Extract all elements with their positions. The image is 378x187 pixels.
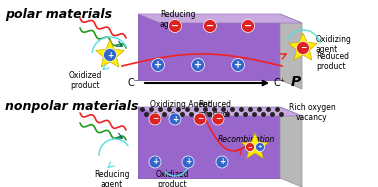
Text: −: − [152,114,158,123]
Text: Recombination: Recombination [218,135,276,144]
Text: −: − [248,145,252,149]
Text: +: + [172,114,178,123]
Text: +: + [258,145,262,149]
Circle shape [296,42,310,54]
Circle shape [152,59,164,71]
Text: +: + [185,157,191,166]
Text: +: + [234,60,242,70]
Text: −: − [215,114,221,123]
Circle shape [231,59,245,71]
Text: C⁻: C⁻ [127,78,139,88]
Polygon shape [280,107,302,187]
Text: C⁺: C⁺ [274,78,286,88]
Polygon shape [138,14,302,23]
Polygon shape [138,107,280,178]
Circle shape [242,19,254,33]
Polygon shape [138,107,302,116]
Circle shape [169,113,181,125]
Circle shape [216,156,228,168]
Polygon shape [96,40,124,67]
Text: Oxidized
product: Oxidized product [155,170,189,187]
Polygon shape [289,33,317,60]
Text: Reduced
product: Reduced product [316,52,349,71]
Text: Reducing
agent: Reducing agent [94,170,130,187]
Polygon shape [280,14,302,89]
Circle shape [149,156,161,168]
Circle shape [194,113,206,125]
Text: +: + [154,60,162,70]
Text: polar materials: polar materials [5,8,112,21]
Text: −: − [171,21,179,31]
Text: Reduced
product: Reduced product [198,100,231,119]
Text: nonpolar materials: nonpolar materials [5,100,138,113]
Text: Rich oxygen
vacancy: Rich oxygen vacancy [289,103,335,122]
Polygon shape [242,133,268,158]
Circle shape [212,113,224,125]
Text: −: − [244,21,252,31]
Text: Oxidizing
agent: Oxidizing agent [316,35,352,54]
Text: Reducing
agent: Reducing agent [160,10,195,29]
Text: −: − [197,114,203,123]
Text: −: − [206,21,214,31]
Text: Oxidized
product: Oxidized product [68,71,102,90]
Circle shape [203,19,217,33]
Text: Oxidizing Agent: Oxidizing Agent [150,100,211,109]
Text: +: + [107,50,113,59]
Text: +: + [194,60,202,70]
Polygon shape [138,14,280,80]
Text: +: + [219,157,225,166]
Text: +: + [152,157,158,166]
Circle shape [245,142,254,151]
Circle shape [182,156,194,168]
Text: P: P [291,75,301,89]
Circle shape [256,142,265,151]
Circle shape [169,19,181,33]
Circle shape [149,113,161,125]
Text: −: − [300,44,306,53]
Circle shape [192,59,204,71]
Circle shape [104,48,116,62]
